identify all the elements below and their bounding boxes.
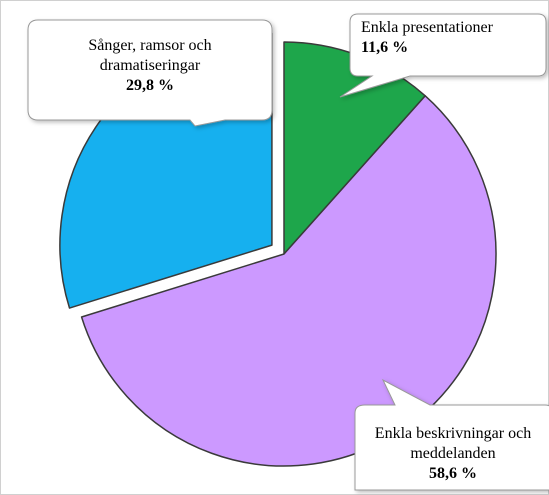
data-label: Enkla beskrivningar och meddelanden 58,6…: [358, 424, 548, 484]
category-label: Enkla presentationer: [361, 19, 493, 36]
data-label: Sånger, ramsor och dramatiseringar 29,8 …: [28, 36, 272, 96]
callout: [339, 13, 547, 98]
category-label: Sånger, ramsor och dramatiseringar: [88, 37, 212, 74]
category-label: Enkla beskrivningar och meddelanden: [374, 425, 532, 462]
value-label: 58,6 %: [429, 465, 477, 482]
callout: [27, 19, 273, 127]
data-label: Enkla presentationer 11,6 %: [361, 18, 546, 58]
callout: [354, 378, 549, 491]
value-label: 29,8 %: [126, 77, 174, 94]
value-label: 11,6 %: [361, 39, 409, 56]
